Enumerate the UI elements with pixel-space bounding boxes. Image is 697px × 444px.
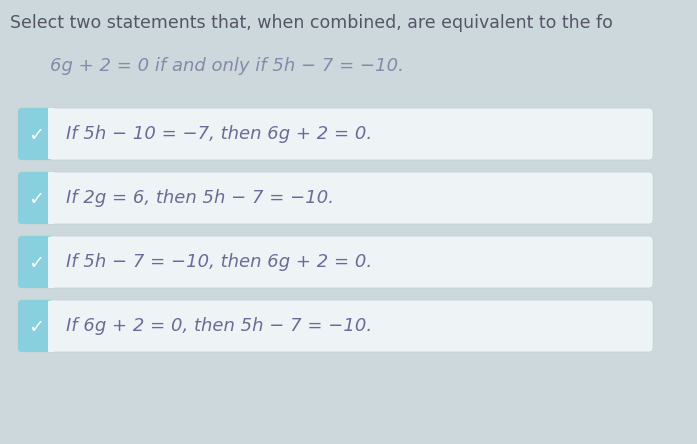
- FancyBboxPatch shape: [18, 172, 52, 224]
- FancyBboxPatch shape: [48, 173, 54, 223]
- FancyBboxPatch shape: [18, 172, 653, 224]
- Text: If 6g + 2 = 0, then 5h − 7 = −10.: If 6g + 2 = 0, then 5h − 7 = −10.: [66, 317, 372, 335]
- Text: ✓: ✓: [28, 254, 44, 273]
- Text: 6g + 2 = 0 if and only if 5h − 7 = −10.: 6g + 2 = 0 if and only if 5h − 7 = −10.: [50, 57, 404, 75]
- FancyBboxPatch shape: [18, 236, 52, 288]
- FancyBboxPatch shape: [48, 301, 54, 352]
- FancyBboxPatch shape: [48, 237, 54, 288]
- Text: ✓: ✓: [28, 190, 44, 209]
- Text: Select two statements that, when combined, are equivalent to the fo: Select two statements that, when combine…: [10, 14, 613, 32]
- Text: If 5h − 10 = −7, then 6g + 2 = 0.: If 5h − 10 = −7, then 6g + 2 = 0.: [66, 125, 372, 143]
- FancyBboxPatch shape: [18, 300, 653, 352]
- Text: If 2g = 6, then 5h − 7 = −10.: If 2g = 6, then 5h − 7 = −10.: [66, 189, 334, 207]
- FancyBboxPatch shape: [18, 236, 653, 288]
- FancyBboxPatch shape: [18, 108, 653, 160]
- FancyBboxPatch shape: [18, 300, 52, 352]
- Text: ✓: ✓: [28, 126, 44, 144]
- FancyBboxPatch shape: [48, 108, 54, 159]
- Text: ✓: ✓: [28, 317, 44, 337]
- Text: If 5h − 7 = −10, then 6g + 2 = 0.: If 5h − 7 = −10, then 6g + 2 = 0.: [66, 253, 372, 271]
- FancyBboxPatch shape: [18, 108, 52, 160]
